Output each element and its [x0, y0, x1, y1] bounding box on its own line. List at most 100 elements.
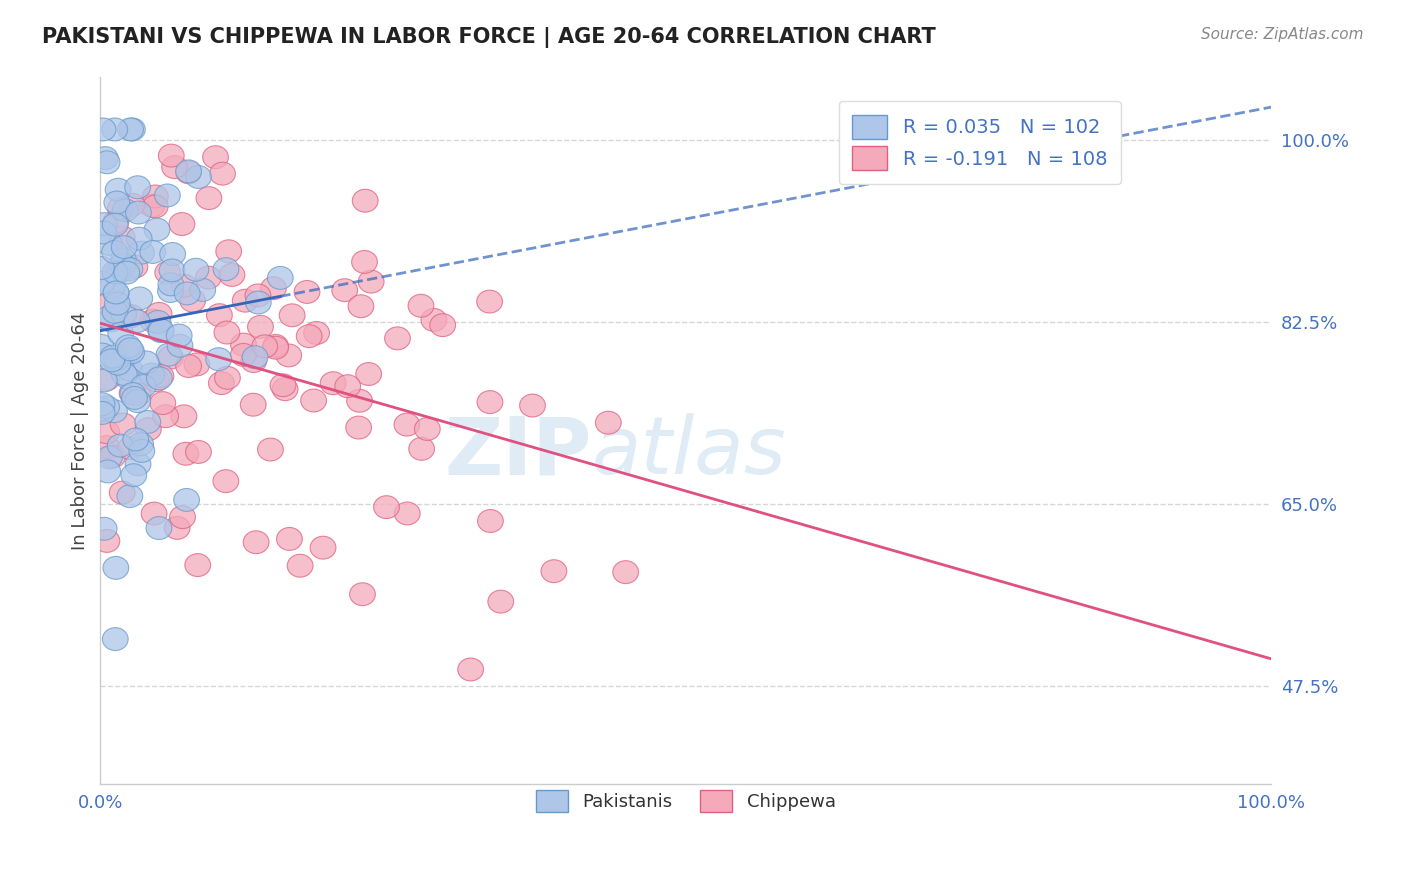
Ellipse shape	[104, 293, 131, 315]
Ellipse shape	[176, 160, 201, 183]
Ellipse shape	[108, 322, 134, 345]
Ellipse shape	[242, 346, 269, 368]
Ellipse shape	[104, 191, 129, 214]
Ellipse shape	[111, 248, 136, 271]
Ellipse shape	[107, 197, 134, 220]
Ellipse shape	[142, 185, 169, 208]
Ellipse shape	[212, 470, 239, 492]
Ellipse shape	[415, 417, 440, 441]
Ellipse shape	[143, 219, 170, 241]
Ellipse shape	[174, 282, 200, 305]
Ellipse shape	[103, 211, 129, 234]
Ellipse shape	[135, 410, 160, 434]
Ellipse shape	[458, 658, 484, 681]
Ellipse shape	[89, 271, 115, 294]
Ellipse shape	[110, 226, 135, 249]
Ellipse shape	[105, 352, 131, 376]
Ellipse shape	[90, 343, 115, 366]
Ellipse shape	[356, 362, 381, 385]
Ellipse shape	[129, 440, 155, 462]
Ellipse shape	[118, 118, 143, 141]
Ellipse shape	[409, 437, 434, 460]
Ellipse shape	[89, 257, 114, 279]
Ellipse shape	[186, 441, 211, 463]
Ellipse shape	[219, 263, 245, 286]
Ellipse shape	[240, 393, 266, 417]
Ellipse shape	[243, 531, 269, 554]
Ellipse shape	[128, 241, 155, 264]
Ellipse shape	[246, 291, 271, 314]
Y-axis label: In Labor Force | Age 20-64: In Labor Force | Age 20-64	[72, 312, 89, 550]
Ellipse shape	[408, 294, 434, 318]
Ellipse shape	[128, 433, 153, 456]
Ellipse shape	[160, 243, 186, 266]
Ellipse shape	[100, 345, 125, 368]
Ellipse shape	[97, 233, 122, 255]
Ellipse shape	[91, 369, 117, 392]
Ellipse shape	[117, 437, 143, 459]
Ellipse shape	[176, 355, 201, 377]
Ellipse shape	[103, 281, 129, 304]
Ellipse shape	[121, 464, 146, 486]
Ellipse shape	[107, 350, 132, 373]
Ellipse shape	[207, 303, 232, 326]
Ellipse shape	[155, 184, 180, 207]
Ellipse shape	[477, 290, 502, 313]
Ellipse shape	[125, 390, 150, 413]
Ellipse shape	[125, 383, 150, 406]
Ellipse shape	[166, 324, 193, 347]
Ellipse shape	[89, 401, 115, 425]
Ellipse shape	[477, 391, 503, 414]
Ellipse shape	[214, 321, 240, 344]
Ellipse shape	[124, 310, 150, 333]
Ellipse shape	[276, 344, 302, 367]
Ellipse shape	[184, 554, 211, 576]
Ellipse shape	[156, 343, 181, 366]
Ellipse shape	[135, 417, 162, 441]
Ellipse shape	[111, 235, 136, 259]
Ellipse shape	[122, 255, 148, 278]
Ellipse shape	[120, 382, 145, 405]
Ellipse shape	[103, 282, 129, 305]
Ellipse shape	[162, 156, 187, 178]
Ellipse shape	[101, 118, 128, 141]
Ellipse shape	[146, 367, 173, 390]
Ellipse shape	[111, 302, 136, 326]
Ellipse shape	[172, 405, 197, 428]
Ellipse shape	[94, 530, 120, 552]
Ellipse shape	[169, 212, 195, 235]
Ellipse shape	[247, 316, 273, 338]
Ellipse shape	[520, 394, 546, 417]
Ellipse shape	[202, 145, 228, 169]
Ellipse shape	[150, 392, 176, 415]
Ellipse shape	[280, 304, 305, 326]
Ellipse shape	[167, 334, 193, 357]
Ellipse shape	[277, 527, 302, 550]
Ellipse shape	[110, 253, 135, 277]
Ellipse shape	[232, 289, 259, 312]
Ellipse shape	[91, 212, 117, 235]
Ellipse shape	[195, 266, 221, 289]
Ellipse shape	[103, 301, 128, 324]
Ellipse shape	[159, 259, 186, 282]
Ellipse shape	[273, 377, 298, 401]
Ellipse shape	[208, 372, 235, 394]
Ellipse shape	[270, 374, 295, 397]
Ellipse shape	[110, 413, 136, 436]
Ellipse shape	[139, 194, 165, 217]
Ellipse shape	[190, 278, 215, 301]
Ellipse shape	[173, 442, 198, 466]
Ellipse shape	[117, 484, 143, 508]
Ellipse shape	[359, 270, 384, 293]
Ellipse shape	[125, 453, 150, 475]
Ellipse shape	[104, 348, 129, 370]
Ellipse shape	[96, 293, 122, 316]
Ellipse shape	[146, 516, 172, 540]
Ellipse shape	[103, 213, 128, 236]
Ellipse shape	[125, 201, 152, 224]
Ellipse shape	[103, 557, 129, 579]
Ellipse shape	[127, 227, 152, 250]
Ellipse shape	[159, 145, 184, 167]
Ellipse shape	[394, 413, 420, 436]
Ellipse shape	[217, 240, 242, 263]
